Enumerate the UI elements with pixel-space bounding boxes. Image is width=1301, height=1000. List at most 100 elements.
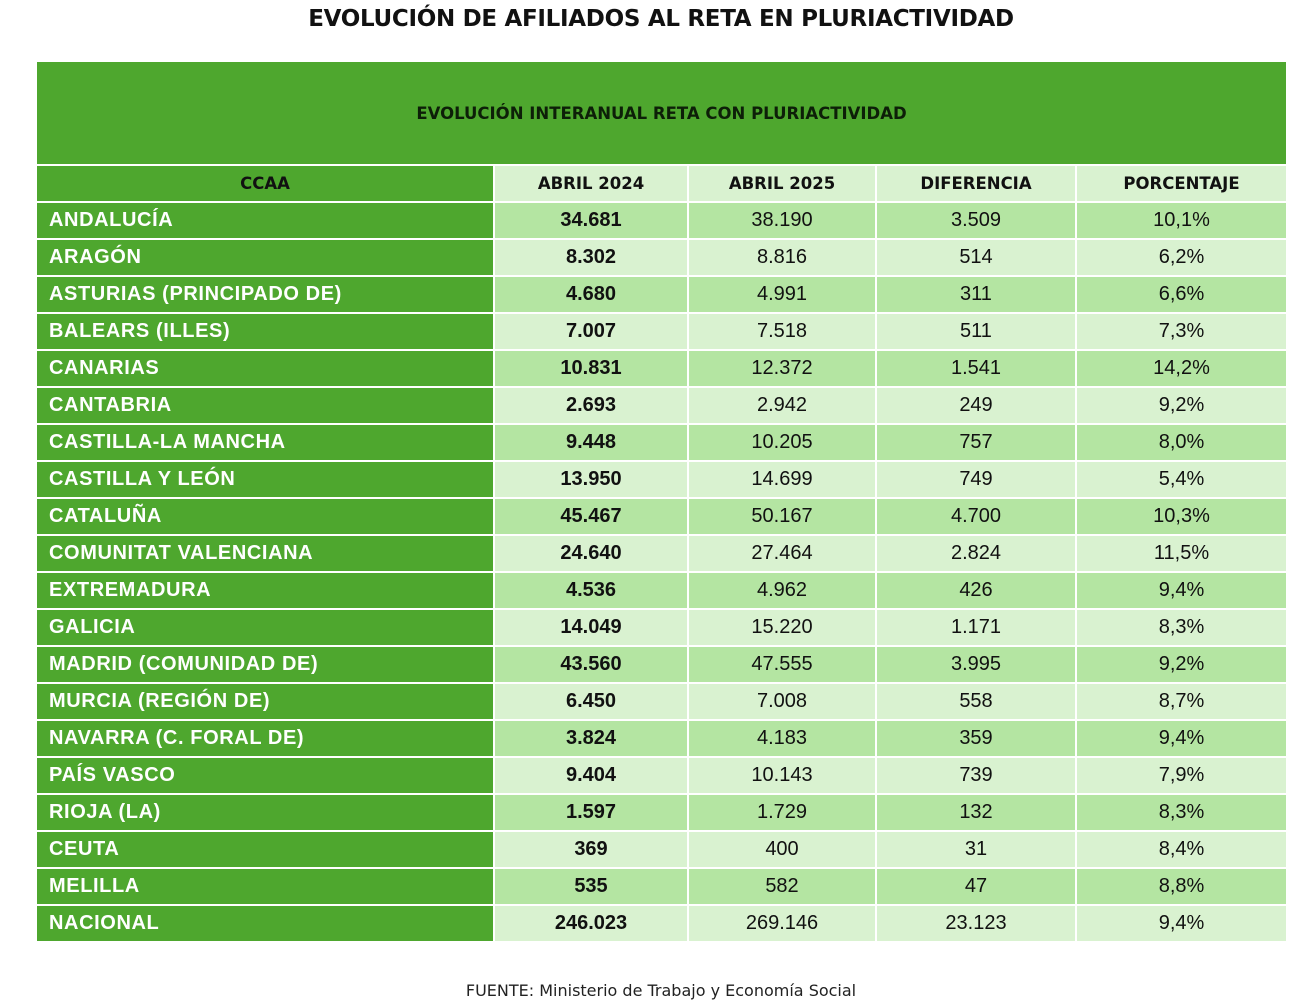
cell-porcentaje: 6,2%	[1074, 238, 1289, 277]
cell-abril-2025: 8.816	[687, 238, 877, 277]
cell-diferencia: 132	[875, 793, 1077, 832]
cell-abril-2024: 4.536	[493, 571, 689, 610]
cell-abril-2024: 2.693	[493, 386, 689, 425]
cell-abril-2025: 10.143	[687, 756, 877, 795]
cell-abril-2025: 400	[687, 830, 877, 869]
column-header-porcentaje: PORCENTAJE	[1074, 164, 1289, 203]
cell-ccaa: MADRID (COMUNIDAD DE)	[35, 645, 495, 684]
page-title: EVOLUCIÓN DE AFILIADOS AL RETA EN PLURIA…	[308, 6, 1014, 32]
cell-ccaa: NAVARRA (C. FORAL DE)	[35, 719, 495, 758]
cell-abril-2024: 45.467	[493, 497, 689, 536]
cell-porcentaje: 9,4%	[1074, 571, 1289, 610]
cell-porcentaje: 8,8%	[1074, 867, 1289, 906]
cell-abril-2024: 535	[493, 867, 689, 906]
cell-abril-2024: 34.681	[493, 201, 689, 240]
table-row: CATALUÑA 45.467 50.167 4.700 10,3%	[35, 497, 1289, 536]
table-row: PAÍS VASCO 9.404 10.143 739 7,9%	[35, 756, 1289, 795]
table-row: RIOJA (LA) 1.597 1.729 132 8,3%	[35, 793, 1289, 832]
cell-abril-2025: 4.183	[687, 719, 877, 758]
cell-porcentaje: 8,3%	[1074, 793, 1289, 832]
cell-porcentaje: 5,4%	[1074, 460, 1289, 499]
cell-abril-2024: 369	[493, 830, 689, 869]
table-row: ARAGÓN 8.302 8.816 514 6,2%	[35, 238, 1289, 277]
cell-porcentaje: 9,2%	[1074, 645, 1289, 684]
source-note: FUENTE: Ministerio de Trabajo y Economía…	[465, 981, 857, 1000]
cell-porcentaje: 8,7%	[1074, 682, 1289, 721]
cell-diferencia: 2.824	[875, 534, 1077, 573]
cell-porcentaje: 9,4%	[1074, 719, 1289, 758]
cell-ccaa: BALEARS (ILLES)	[35, 312, 495, 351]
table-row: ASTURIAS (PRINCIPADO DE) 4.680 4.991 311 6,6…	[35, 275, 1289, 314]
cell-abril-2025: 38.190	[687, 201, 877, 240]
cell-diferencia: 426	[875, 571, 1077, 610]
table-row: COMUNITAT VALENCIANA 24.640 27.464 2.824 11,…	[35, 534, 1289, 573]
cell-porcentaje: 8,3%	[1074, 608, 1289, 647]
cell-ccaa: ASTURIAS (PRINCIPADO DE)	[35, 275, 495, 314]
table-row: BALEARS (ILLES) 7.007 7.518 511 7,3%	[35, 312, 1289, 351]
cell-abril-2024: 6.450	[493, 682, 689, 721]
cell-ccaa: GALICIA	[35, 608, 495, 647]
cell-diferencia: 739	[875, 756, 1077, 795]
cell-abril-2025: 12.372	[687, 349, 877, 388]
table-banner: EVOLUCIÓN INTERANUAL RETA CON PLURIACTIV…	[34, 60, 1289, 166]
cell-ccaa: CASTILLA-LA MANCHA	[35, 423, 495, 462]
table-row: CASTILLA Y LEÓN 13.950 14.699 749 5,4%	[35, 460, 1289, 499]
cell-diferencia: 558	[875, 682, 1077, 721]
cell-diferencia: 1.171	[875, 608, 1077, 647]
cell-abril-2025: 15.220	[687, 608, 877, 647]
cell-abril-2024: 14.049	[493, 608, 689, 647]
table-row: EXTREMADURA 4.536 4.962 426 9,4%	[35, 571, 1289, 610]
cell-diferencia: 514	[875, 238, 1077, 277]
cell-diferencia: 749	[875, 460, 1077, 499]
cell-abril-2024: 13.950	[493, 460, 689, 499]
cell-abril-2024: 8.302	[493, 238, 689, 277]
cell-porcentaje: 10,3%	[1074, 497, 1289, 536]
cell-ccaa: ARAGÓN	[35, 238, 495, 277]
cell-abril-2024: 4.680	[493, 275, 689, 314]
cell-abril-2025: 4.962	[687, 571, 877, 610]
column-header-ccaa: CCAA	[35, 164, 495, 203]
cell-abril-2024: 10.831	[493, 349, 689, 388]
cell-ccaa: EXTREMADURA	[35, 571, 495, 610]
cell-abril-2024: 3.824	[493, 719, 689, 758]
cell-diferencia: 311	[875, 275, 1077, 314]
cell-diferencia: 249	[875, 386, 1077, 425]
column-header-diferencia: DIFERENCIA	[875, 164, 1077, 203]
cell-abril-2024: 246.023	[493, 904, 689, 943]
cell-ccaa: MURCIA (REGIÓN DE)	[35, 682, 495, 721]
table-row: GALICIA 14.049 15.220 1.171 8,3%	[35, 608, 1289, 647]
column-header-abril-2025: ABRIL 2025	[687, 164, 877, 203]
cell-diferencia: 511	[875, 312, 1077, 351]
cell-abril-2025: 50.167	[687, 497, 877, 536]
cell-diferencia: 4.700	[875, 497, 1077, 536]
cell-abril-2024: 1.597	[493, 793, 689, 832]
cell-ccaa: CEUTA	[35, 830, 495, 869]
cell-porcentaje: 11,5%	[1074, 534, 1289, 573]
cell-diferencia: 3.995	[875, 645, 1077, 684]
cell-abril-2024: 9.448	[493, 423, 689, 462]
cell-diferencia: 1.541	[875, 349, 1077, 388]
table-body: EVOLUCIÓN INTERANUAL RETA CON PLURIACTIV…	[34, 60, 1289, 943]
cell-abril-2024: 24.640	[493, 534, 689, 573]
cell-porcentaje: 14,2%	[1074, 349, 1289, 388]
cell-porcentaje: 9,4%	[1074, 904, 1289, 943]
table-row: CEUTA 369 400 31 8,4%	[35, 830, 1289, 869]
cell-porcentaje: 7,3%	[1074, 312, 1289, 351]
cell-porcentaje: 8,4%	[1074, 830, 1289, 869]
table-row: CANTABRIA 2.693 2.942 249 9,2%	[35, 386, 1289, 425]
cell-diferencia: 23.123	[875, 904, 1077, 943]
cell-ccaa: CATALUÑA	[35, 497, 495, 536]
table-row: NAVARRA (C. FORAL DE) 3.824 4.183 359 9,4%	[35, 719, 1289, 758]
table-banner-row: EVOLUCIÓN INTERANUAL RETA CON PLURIACTIV…	[34, 60, 1289, 166]
cell-ccaa: RIOJA (LA)	[35, 793, 495, 832]
cell-abril-2025: 1.729	[687, 793, 877, 832]
table-row: MELILLA 535 582 47 8,8%	[35, 867, 1289, 906]
cell-ccaa: PAÍS VASCO	[35, 756, 495, 795]
data-table: EVOLUCIÓN INTERANUAL RETA CON PLURIACTIV…	[34, 60, 1289, 943]
table-row: MADRID (COMUNIDAD DE) 43.560 47.555 3.995 9,…	[35, 645, 1289, 684]
cell-abril-2025: 2.942	[687, 386, 877, 425]
cell-abril-2025: 7.008	[687, 682, 877, 721]
cell-ccaa: MELILLA	[35, 867, 495, 906]
cell-porcentaje: 9,2%	[1074, 386, 1289, 425]
cell-diferencia: 47	[875, 867, 1077, 906]
